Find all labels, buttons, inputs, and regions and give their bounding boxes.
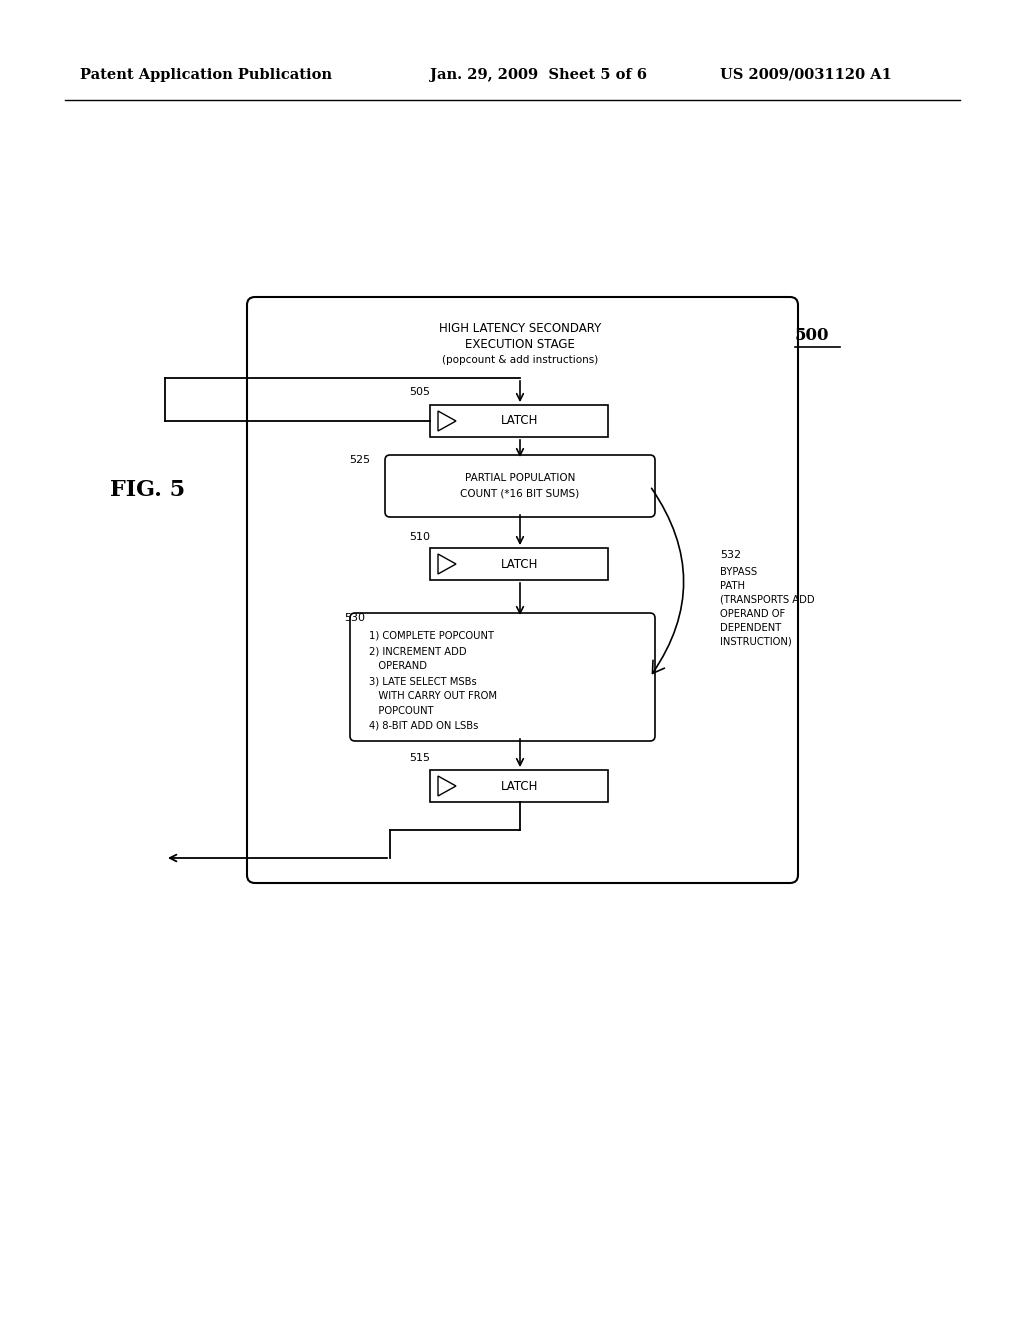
Text: 500: 500: [795, 326, 829, 343]
Text: EXECUTION STAGE: EXECUTION STAGE: [465, 338, 574, 351]
Text: INSTRUCTION): INSTRUCTION): [720, 638, 792, 647]
Text: 1) COMPLETE POPCOUNT: 1) COMPLETE POPCOUNT: [369, 631, 494, 642]
Text: 525: 525: [349, 455, 370, 465]
Text: POPCOUNT: POPCOUNT: [369, 706, 433, 715]
Text: PATH: PATH: [720, 581, 745, 591]
FancyBboxPatch shape: [247, 297, 798, 883]
Text: 515: 515: [409, 752, 430, 763]
FancyBboxPatch shape: [430, 405, 608, 437]
Text: LATCH: LATCH: [502, 780, 539, 792]
Text: PARTIAL POPULATION: PARTIAL POPULATION: [465, 473, 575, 483]
FancyBboxPatch shape: [430, 770, 608, 803]
Text: COUNT (*16 BIT SUMS): COUNT (*16 BIT SUMS): [461, 488, 580, 499]
Text: 3) LATE SELECT MSBs: 3) LATE SELECT MSBs: [369, 676, 477, 686]
Text: US 2009/0031120 A1: US 2009/0031120 A1: [720, 69, 892, 82]
Text: HIGH LATENCY SECONDARY: HIGH LATENCY SECONDARY: [439, 322, 601, 334]
FancyArrowPatch shape: [651, 488, 684, 673]
Text: OPERAND: OPERAND: [369, 661, 427, 671]
Text: 505: 505: [409, 387, 430, 397]
FancyBboxPatch shape: [385, 455, 655, 517]
Text: Jan. 29, 2009  Sheet 5 of 6: Jan. 29, 2009 Sheet 5 of 6: [430, 69, 647, 82]
Text: LATCH: LATCH: [502, 414, 539, 428]
Text: 2) INCREMENT ADD: 2) INCREMENT ADD: [369, 645, 467, 656]
Text: WITH CARRY OUT FROM: WITH CARRY OUT FROM: [369, 690, 497, 701]
Text: LATCH: LATCH: [502, 557, 539, 570]
Text: FIG. 5: FIG. 5: [110, 479, 185, 502]
Text: 4) 8-BIT ADD ON LSBs: 4) 8-BIT ADD ON LSBs: [369, 721, 478, 731]
Text: Patent Application Publication: Patent Application Publication: [80, 69, 332, 82]
Text: DEPENDENT: DEPENDENT: [720, 623, 781, 634]
Text: 510: 510: [409, 532, 430, 543]
Text: 532: 532: [720, 550, 741, 560]
Text: (popcount & add instructions): (popcount & add instructions): [442, 355, 598, 366]
Text: BYPASS: BYPASS: [720, 568, 757, 577]
Text: OPERAND OF: OPERAND OF: [720, 609, 785, 619]
FancyBboxPatch shape: [430, 548, 608, 579]
Text: (TRANSPORTS ADD: (TRANSPORTS ADD: [720, 595, 815, 605]
FancyBboxPatch shape: [350, 612, 655, 741]
Text: 530: 530: [344, 612, 365, 623]
